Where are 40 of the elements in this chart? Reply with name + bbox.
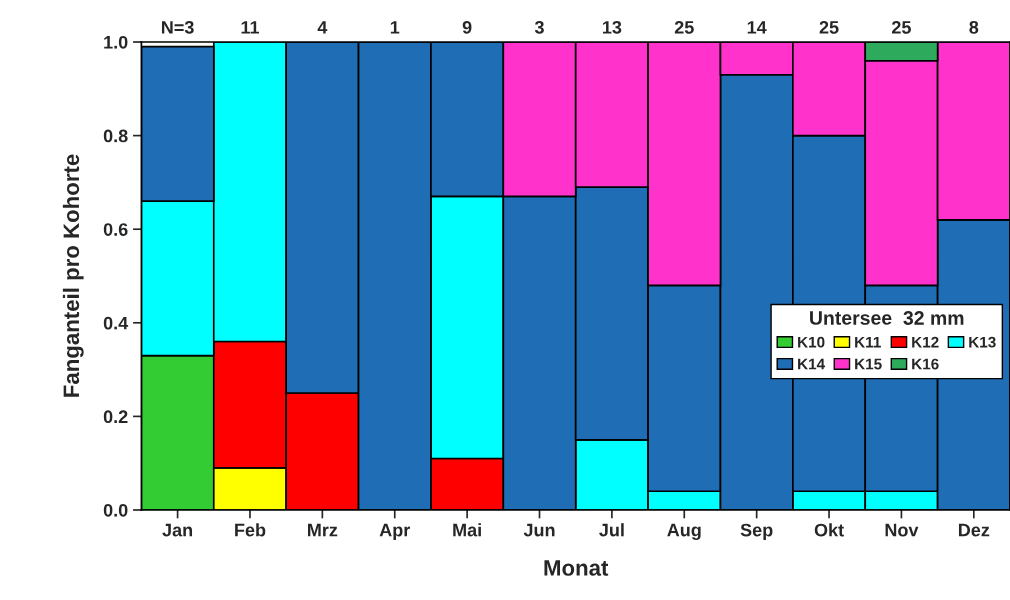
x-tick-label: Dez <box>958 523 990 537</box>
legend-label: K15 <box>855 358 882 370</box>
text: 13 <box>602 20 622 34</box>
y-tick-label: 0.8 <box>103 129 128 143</box>
x-tick-label: Jan <box>162 523 193 537</box>
y-tick-label: 0.2 <box>103 410 128 424</box>
text: N=3 <box>161 20 194 34</box>
legend-label: K12 <box>912 336 939 348</box>
x-tick-label: Jun <box>523 523 555 537</box>
legend-label: K16 <box>912 358 939 370</box>
legend-label: K11 <box>855 336 881 348</box>
text: 11 <box>241 21 260 34</box>
text: 25 <box>892 20 911 34</box>
x-tick-label: Aug <box>667 523 701 541</box>
x-tick-label: Okt <box>814 523 844 537</box>
legend-label: K14 <box>798 358 826 370</box>
legend-title: Untersee 32 mm <box>810 311 964 325</box>
text: 25 <box>674 20 694 34</box>
x-tick-label: Mrz <box>308 523 338 537</box>
text: 3 <box>534 20 544 34</box>
text: 9 <box>462 20 472 34</box>
y-tick-label: 0.4 <box>103 316 129 330</box>
y-tick-label: 1.0 <box>104 35 128 49</box>
text: 1 <box>390 21 400 34</box>
y-axis-title: Fanganteil pro Kohorte <box>62 154 84 397</box>
text: 4 <box>317 21 328 34</box>
x-tick-label: Feb <box>235 523 266 537</box>
text: 25 <box>819 20 839 34</box>
x-tick-label: Jul <box>599 523 624 537</box>
x-axis-title: Monat <box>544 560 609 576</box>
text: 14 <box>747 21 767 34</box>
x-tick-label: Nov <box>885 523 919 537</box>
text: 8 <box>969 20 979 34</box>
x-tick-label: Apr <box>379 523 411 541</box>
x-tick-label: Sep <box>740 523 773 541</box>
legend-label: K13 <box>969 336 996 348</box>
y-tick-label: 0.0 <box>103 503 128 517</box>
y-tick-label: 0.6 <box>103 223 128 236</box>
legend-label: K10 <box>798 336 825 348</box>
x-tick-label: Mai <box>453 523 481 537</box>
